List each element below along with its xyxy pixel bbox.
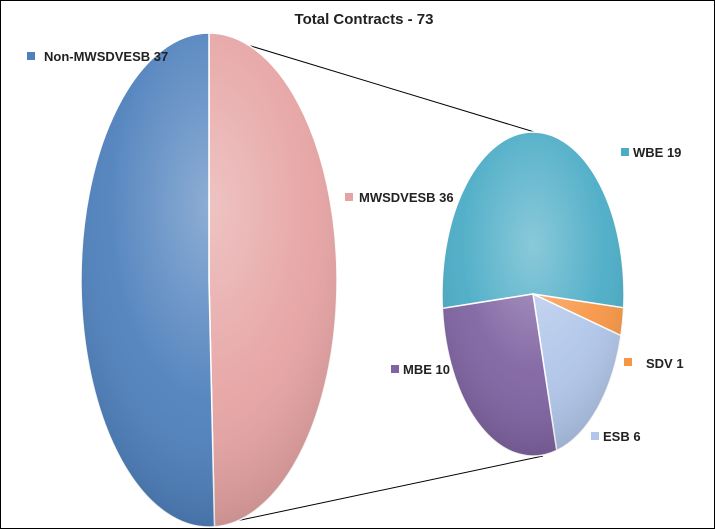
legend-label-non-mwsdvesb: Non-MWSDVESB 37	[44, 49, 168, 64]
legend-esb: ESB 6	[591, 429, 641, 444]
legend-swatch-wbe	[621, 148, 629, 156]
main-pie-slice-non-mwsdvesb	[80, 32, 216, 528]
legend-swatch-mwsdvesb	[345, 193, 353, 201]
legend-label-sdv: SDV 1	[646, 356, 684, 371]
legend-label-mwsdvesb: MWSDVESB 36	[359, 190, 454, 205]
main-pie-slice-mwsdvesb	[208, 32, 338, 528]
legend-swatch-mbe	[391, 365, 399, 373]
legend-mbe: MBE 10	[391, 362, 450, 377]
chart-title: Total Contracts - 73	[295, 11, 434, 28]
secondary-pie	[441, 131, 625, 457]
main-pie	[80, 32, 338, 528]
legend-label-mbe: MBE 10	[403, 362, 450, 377]
legend-label-wbe: WBE 19	[633, 145, 681, 160]
legend-swatch-non-mwsdvesb	[27, 52, 35, 60]
legend-non-mwsdvesb: Non-MWSDVESB 37	[27, 49, 168, 64]
legend-label-esb: ESB 6	[603, 429, 641, 444]
secondary-pie-slice-wbe	[441, 131, 625, 310]
legend-sdv: SDV 1	[624, 356, 684, 371]
legend-swatch-esb	[591, 432, 599, 440]
legend-swatch-sdv	[624, 358, 632, 366]
legend-mwsdvesb: MWSDVESB 36	[345, 190, 454, 205]
legend-wbe: WBE 19	[621, 145, 681, 160]
